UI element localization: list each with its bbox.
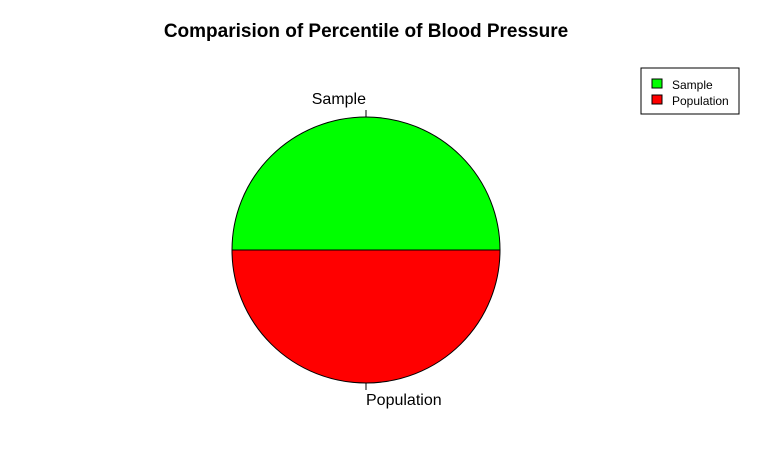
legend: Sample Population	[640, 67, 740, 115]
pie-slices	[231, 116, 501, 384]
legend-label-population: Population	[672, 94, 729, 108]
chart-title: Comparision of Percentile of Blood Press…	[164, 21, 568, 42]
pie-slice-sample	[231, 116, 501, 251]
legend-label-sample: Sample	[672, 78, 713, 92]
legend-swatch-sample	[651, 78, 663, 89]
pie-slice-population	[231, 249, 501, 384]
pie-slice-labels: Sample Population	[312, 91, 442, 409]
slice-label-sample: Sample	[312, 91, 366, 108]
legend-swatch-population	[651, 94, 663, 105]
slice-label-population: Population	[366, 392, 442, 409]
legend-box	[640, 67, 740, 115]
